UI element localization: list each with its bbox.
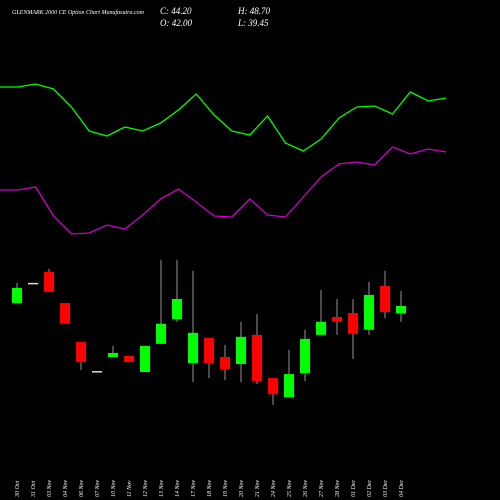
x-tick-label: 03 Dec <box>383 480 389 497</box>
candle-body <box>76 341 86 362</box>
candle-body <box>396 305 406 314</box>
candle-body <box>108 352 118 357</box>
candle-body <box>12 287 22 303</box>
stat-low: L: 39.45 <box>237 18 269 28</box>
candle-body <box>252 334 262 382</box>
candle-body <box>28 282 38 285</box>
x-tick-label: 28 Nov <box>335 479 341 497</box>
x-tick-label: 17 Nov <box>191 479 197 497</box>
x-tick-label: 02 Dec <box>367 480 373 497</box>
x-tick-label: 13 Nov <box>159 479 165 497</box>
x-tick-label: 19 Nov <box>223 479 229 497</box>
x-tick-label: 20 Nov <box>239 479 245 497</box>
candle-body <box>188 332 198 363</box>
x-tick-label: 04 Nov <box>62 479 69 497</box>
x-tick-label: 31 Oct <box>31 481 37 498</box>
x-tick-label: 27 Nov <box>319 479 325 497</box>
x-tick-label: 01 Dec <box>351 480 357 497</box>
candle-body <box>172 298 182 320</box>
candle-body <box>268 378 278 395</box>
x-tick-label: 10 Nov <box>111 479 117 497</box>
candle-body <box>380 285 390 313</box>
candle-body <box>156 323 166 344</box>
candle-body <box>284 374 294 398</box>
candle-body <box>316 321 326 335</box>
x-tick-label: 03 Nov <box>47 479 53 497</box>
x-tick-label: 24 Nov <box>270 479 277 497</box>
x-tick-label: 06 Nov <box>79 479 85 497</box>
x-tick-label: 21 Nov <box>255 479 261 497</box>
x-tick-label: 25 Nov <box>287 479 293 497</box>
x-tick-label: 12 Nov <box>143 479 149 497</box>
x-tick-label: 30 Oct <box>15 481 21 498</box>
stat-close: C: 44.20 <box>160 6 192 16</box>
chart-title: GLENMARK 2000 CE Option Chart Munafasutr… <box>12 9 145 16</box>
candle-body <box>44 271 54 292</box>
candle-body <box>364 294 374 330</box>
candle-body <box>60 302 70 324</box>
x-tick-label: 11 Nov <box>127 480 133 497</box>
candle-body <box>348 313 358 334</box>
candle-body <box>236 336 246 365</box>
x-tick-label: 26 Nov <box>303 479 309 497</box>
indicator-line <box>0 83 447 152</box>
x-tick-label: 07 Nov <box>95 479 101 497</box>
x-tick-label: 04 Dec <box>398 480 405 497</box>
candle-body <box>124 355 134 362</box>
stat-open: O: 42.00 <box>160 18 192 28</box>
candle-body <box>332 317 342 322</box>
candle-body <box>140 345 150 373</box>
candle-body <box>92 371 102 373</box>
candle-body <box>204 337 214 363</box>
indicator-line <box>0 146 447 235</box>
x-tick-label: 18 Nov <box>207 479 213 497</box>
stat-high: H: 48.70 <box>237 6 270 16</box>
x-tick-label: 14 Nov <box>174 479 181 497</box>
candle-body <box>300 338 310 374</box>
candle-body <box>220 356 230 370</box>
